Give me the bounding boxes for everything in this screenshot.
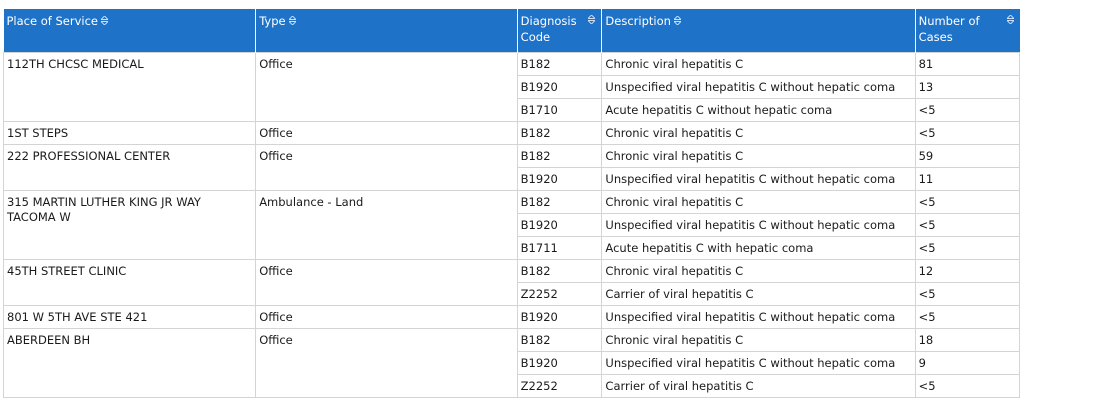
diagnosis-code-cell: B1710: [516, 98, 603, 122]
table-row: B1920 Unspecified viral hepatitis C witho…: [4, 351, 1021, 375]
sort-icon[interactable]: [673, 16, 681, 25]
description-cell: Acute hepatitis C without hepatic coma: [601, 98, 916, 122]
description-cell: Chronic viral hepatitis C: [601, 190, 916, 214]
description-cell: Chronic viral hepatitis C: [601, 259, 916, 283]
description-cell: Chronic viral hepatitis C: [601, 121, 916, 145]
number-of-cases-cell: 13: [914, 75, 1021, 99]
diagnosis-code-cell: B182: [516, 259, 603, 283]
place-of-service-cell: 45TH STREET CLINIC: [2, 259, 257, 306]
description-cell: Unspecified viral hepatitis C without he…: [601, 305, 916, 329]
number-of-cases-cell: <5: [914, 236, 1021, 260]
number-of-cases-cell: 9: [914, 351, 1021, 375]
number-of-cases-cell: 11: [914, 167, 1021, 191]
table-row: B1710 Acute hepatitis C without hepatic c…: [4, 98, 1021, 122]
table-row: B1920 Unspecified viral hepatitis C witho…: [4, 167, 1021, 191]
table-row: Z2252 Carrier of viral hepatitis C <5: [4, 282, 1021, 306]
column-header-label: Number of Cases: [918, 14, 980, 44]
description-cell: Acute hepatitis C with hepatic coma: [601, 236, 916, 260]
sort-icon[interactable]: [588, 15, 596, 24]
description-cell: Carrier of viral hepatitis C: [601, 374, 916, 398]
description-cell: Unspecified viral hepatitis C without he…: [601, 75, 916, 99]
number-of-cases-cell: <5: [914, 374, 1021, 398]
table-row: 45TH STREET CLINIC Office B182 Chronic vira…: [2, 259, 1021, 306]
table-row: 222 PROFESSIONAL CENTER Office B182 Chronic…: [2, 144, 1021, 191]
table-row: ABERDEEN BH Office B182 Chronic viral hepat…: [2, 328, 1021, 398]
place-of-service-cell: 222 PROFESSIONAL CENTER: [2, 144, 257, 191]
place-of-service-cell: ABERDEEN BH: [2, 328, 257, 398]
number-of-cases-cell: 81: [914, 52, 1021, 76]
table-row: 1ST STEPS Office B182 Chronic viral hepatit…: [2, 121, 1021, 145]
diagnosis-code-cell: Z2252: [516, 282, 603, 306]
diagnosis-code-cell: B1920: [516, 351, 603, 375]
column-header-type[interactable]: Type: [255, 9, 518, 53]
diagnosis-code-cell: B1711: [516, 236, 603, 260]
type-cell: Office: [255, 121, 518, 145]
place-of-service-cell: 1ST STEPS: [2, 121, 257, 145]
type-cell: Office: [255, 259, 518, 306]
diagnosis-code-cell: B1920: [516, 213, 603, 237]
column-header-label: Diagnosis Code: [520, 14, 577, 44]
sort-icon[interactable]: [100, 16, 108, 25]
diagnosis-code-cell: B182: [516, 190, 603, 214]
table-body: 112TH CHCSC MEDICAL Office B182 Chronic vir…: [2, 52, 1021, 398]
description-cell: Unspecified viral hepatitis C without he…: [601, 167, 916, 191]
number-of-cases-cell: <5: [914, 98, 1021, 122]
column-header-label: Type: [259, 14, 286, 28]
number-of-cases-cell: <5: [914, 213, 1021, 237]
hepatitis-cases-table: Place of Service Type Diagnosis Code Des…: [2, 9, 1021, 398]
number-of-cases-cell: <5: [914, 282, 1021, 306]
number-of-cases-cell: <5: [914, 305, 1021, 329]
type-cell: Ambulance - Land: [255, 190, 518, 260]
diagnosis-code-cell: B1920: [516, 75, 603, 99]
number-of-cases-cell: <5: [914, 121, 1021, 145]
diagnosis-code-cell: B182: [516, 144, 603, 168]
type-cell: Office: [255, 52, 518, 122]
number-of-cases-cell: <5: [914, 190, 1021, 214]
number-of-cases-cell: 59: [914, 144, 1021, 168]
place-of-service-cell: 112TH CHCSC MEDICAL: [2, 52, 257, 122]
table-row: B1920 Unspecified viral hepatitis C witho…: [4, 75, 1021, 99]
description-cell: Chronic viral hepatitis C: [601, 328, 916, 352]
table-row: B1920 Unspecified viral hepatitis C witho…: [4, 213, 1021, 237]
description-cell: Unspecified viral hepatitis C without he…: [601, 213, 916, 237]
hepatitis-table-container: Place of Service Type Diagnosis Code Des…: [2, 9, 1021, 398]
type-cell: Office: [255, 305, 518, 329]
place-of-service-cell: 315 MARTIN LUTHER KING JR WAY TACOMA W: [2, 190, 257, 260]
type-cell: Office: [255, 144, 518, 191]
table-row: 801 W 5TH AVE STE 421 Office B1920 Unspecif…: [2, 305, 1021, 329]
diagnosis-code-cell: B1920: [516, 167, 603, 191]
column-header-label: Place of Service: [6, 14, 98, 28]
number-of-cases-cell: 18: [914, 328, 1021, 352]
column-header-label: Description: [605, 14, 671, 28]
column-header-description[interactable]: Description: [601, 9, 916, 53]
column-header-place-of-service[interactable]: Place of Service: [3, 9, 257, 53]
table-row: 112TH CHCSC MEDICAL Office B182 Chronic vir…: [2, 52, 1021, 122]
diagnosis-code-cell: B182: [516, 52, 603, 76]
diagnosis-code-cell: Z2252: [516, 374, 603, 398]
description-cell: Unspecified viral hepatitis C without he…: [601, 351, 916, 375]
place-of-service-cell: 801 W 5TH AVE STE 421: [2, 305, 257, 329]
table-row: 315 MARTIN LUTHER KING JR WAY TACOMA W Am…: [2, 190, 1021, 260]
description-cell: Carrier of viral hepatitis C: [601, 282, 916, 306]
type-cell: Office: [255, 328, 518, 398]
table-row: Z2252 Carrier of viral hepatitis C <5: [4, 374, 1021, 398]
sort-icon[interactable]: [288, 16, 296, 25]
number-of-cases-cell: 12: [914, 259, 1021, 283]
description-cell: Chronic viral hepatitis C: [601, 144, 916, 168]
table-row: B1711 Acute hepatitis C with hepatic coma…: [4, 236, 1021, 260]
description-cell: Chronic viral hepatitis C: [601, 52, 916, 76]
table-header: Place of Service Type Diagnosis Code Des…: [3, 9, 1020, 53]
diagnosis-code-cell: B1920: [516, 305, 603, 329]
diagnosis-code-cell: B182: [516, 328, 603, 352]
sort-icon[interactable]: [1006, 15, 1014, 24]
diagnosis-code-cell: B182: [516, 121, 603, 145]
column-header-diagnosis-code[interactable]: Diagnosis Code: [517, 9, 603, 53]
column-header-number-of-cases[interactable]: Number of Cases: [915, 9, 1020, 53]
